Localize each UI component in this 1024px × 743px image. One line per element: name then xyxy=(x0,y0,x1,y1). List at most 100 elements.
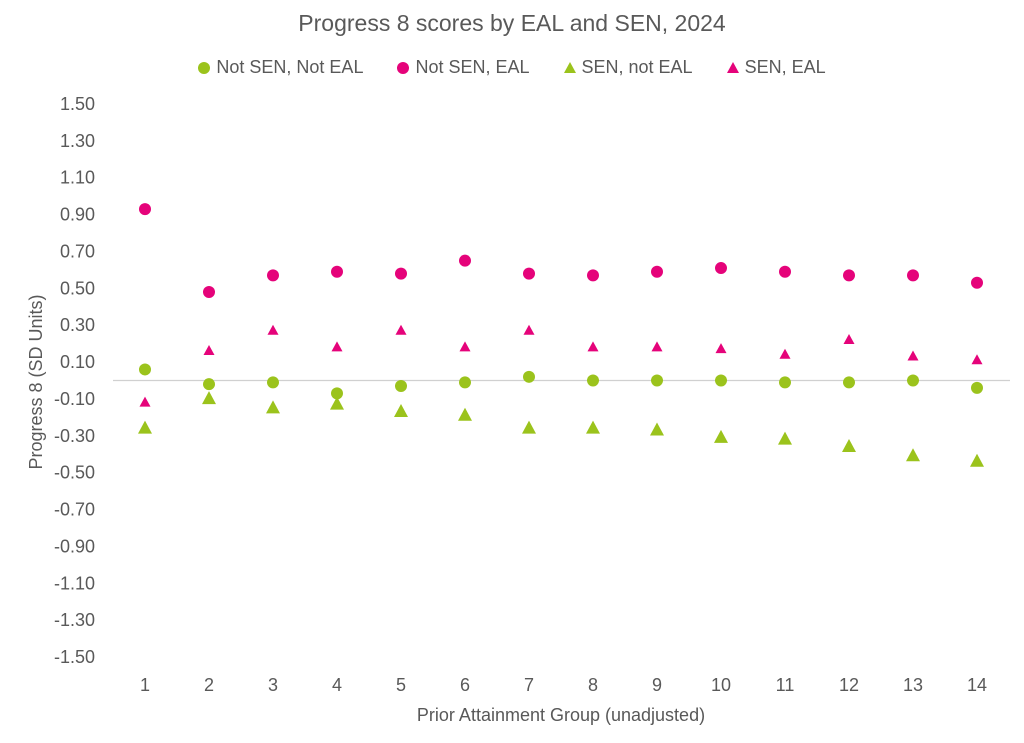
legend-triangle-marker xyxy=(563,62,576,73)
y-tick-label: 0.70 xyxy=(60,241,95,261)
data-point xyxy=(971,354,983,365)
y-tick-label: -1.30 xyxy=(54,610,95,630)
data-point xyxy=(907,269,919,282)
y-tick-label: 0.50 xyxy=(60,278,95,298)
y-tick-label: -0.50 xyxy=(54,463,95,483)
legend: Not SEN, Not EAL Not SEN, EAL SEN, not E… xyxy=(0,57,1024,78)
data-point xyxy=(779,265,791,278)
data-point xyxy=(907,350,919,361)
data-point xyxy=(715,262,727,275)
data-point xyxy=(202,391,216,405)
data-point xyxy=(715,343,727,354)
x-tick-label: 8 xyxy=(588,675,598,695)
data-point xyxy=(395,380,407,393)
y-tick-label: -0.10 xyxy=(54,389,95,409)
data-point xyxy=(523,324,535,335)
legend-label: SEN, EAL xyxy=(744,57,826,77)
y-tick-label: -0.70 xyxy=(54,500,95,520)
y-tick-label: 1.10 xyxy=(60,168,95,188)
data-point xyxy=(138,420,152,434)
x-tick-label: 13 xyxy=(903,675,923,695)
y-axis-label: Progress 8 (SD Units) xyxy=(26,294,46,469)
y-tick-label: -1.10 xyxy=(54,573,95,593)
data-point xyxy=(714,429,728,443)
legend-item-sen-eal: SEN, EAL xyxy=(726,57,826,78)
data-point xyxy=(459,341,471,352)
data-point xyxy=(267,269,279,282)
x-tick-label: 11 xyxy=(776,675,795,695)
data-point xyxy=(139,203,151,216)
data-point xyxy=(267,376,279,389)
data-point xyxy=(779,348,791,359)
data-point xyxy=(779,376,791,389)
legend-label: Not SEN, EAL xyxy=(415,57,530,77)
data-point xyxy=(651,374,663,387)
data-point xyxy=(203,378,215,391)
data-point xyxy=(843,376,855,389)
data-point xyxy=(906,448,920,462)
x-tick-label: 6 xyxy=(460,675,470,695)
x-tick-label: 7 xyxy=(524,675,534,695)
data-point xyxy=(587,374,599,387)
x-tick-label: 5 xyxy=(396,675,406,695)
data-point xyxy=(395,267,407,280)
data-point xyxy=(651,341,663,352)
data-point xyxy=(586,420,600,434)
y-tick-label: 0.30 xyxy=(60,315,95,335)
data-point xyxy=(330,396,344,410)
y-tick-label: -0.90 xyxy=(54,536,95,556)
legend-item-sen-not-eal: SEN, not EAL xyxy=(563,57,693,78)
data-point xyxy=(971,276,983,289)
data-point xyxy=(267,324,279,335)
data-point xyxy=(331,341,343,352)
data-point xyxy=(139,396,151,407)
y-tick-label: 1.50 xyxy=(60,94,95,114)
x-tick-label: 9 xyxy=(652,675,662,695)
data-point xyxy=(650,422,664,436)
legend-label: SEN, not EAL xyxy=(581,57,693,77)
x-tick-label: 4 xyxy=(332,675,342,695)
data-point xyxy=(715,374,727,387)
data-point xyxy=(458,407,472,421)
data-point xyxy=(395,324,407,335)
data-point xyxy=(587,341,599,352)
x-tick-label: 1 xyxy=(140,675,150,695)
data-point xyxy=(843,333,855,344)
data-point xyxy=(523,370,535,383)
y-tick-label: 1.30 xyxy=(60,131,95,151)
x-tick-label: 2 xyxy=(204,675,214,695)
chart-title: Progress 8 scores by EAL and SEN, 2024 xyxy=(298,10,726,36)
data-point xyxy=(203,286,215,299)
data-point xyxy=(971,381,983,394)
data-point xyxy=(459,376,471,389)
x-tick-label: 12 xyxy=(839,675,859,695)
data-point xyxy=(394,404,408,418)
data-point xyxy=(331,265,343,278)
legend-item-not-sen-not-eal: Not SEN, Not EAL xyxy=(198,57,363,78)
legend-circle-marker xyxy=(198,61,211,74)
legend-circle-marker xyxy=(397,61,410,74)
legend-item-not-sen-eal: Not SEN, EAL xyxy=(397,57,530,78)
y-tick-label: 0.10 xyxy=(60,352,95,372)
data-point xyxy=(842,439,856,453)
data-point xyxy=(459,254,471,267)
data-point xyxy=(907,374,919,387)
x-tick-label: 14 xyxy=(967,675,987,695)
data-point xyxy=(139,363,151,376)
data-point xyxy=(266,400,280,414)
legend-triangle-marker xyxy=(726,62,739,73)
y-tick-label: -0.30 xyxy=(54,426,95,446)
data-point xyxy=(651,265,663,278)
y-tick-label: 0.90 xyxy=(60,205,95,225)
x-tick-label: 10 xyxy=(711,675,731,695)
data-point xyxy=(523,267,535,280)
data-point xyxy=(843,269,855,282)
data-point xyxy=(331,387,343,400)
x-tick-label: 3 xyxy=(268,675,278,695)
y-tick-label: -1.50 xyxy=(54,647,95,667)
x-axis-label: Prior Attainment Group (unadjusted) xyxy=(417,705,705,725)
data-point xyxy=(522,420,536,434)
data-point xyxy=(970,453,984,467)
